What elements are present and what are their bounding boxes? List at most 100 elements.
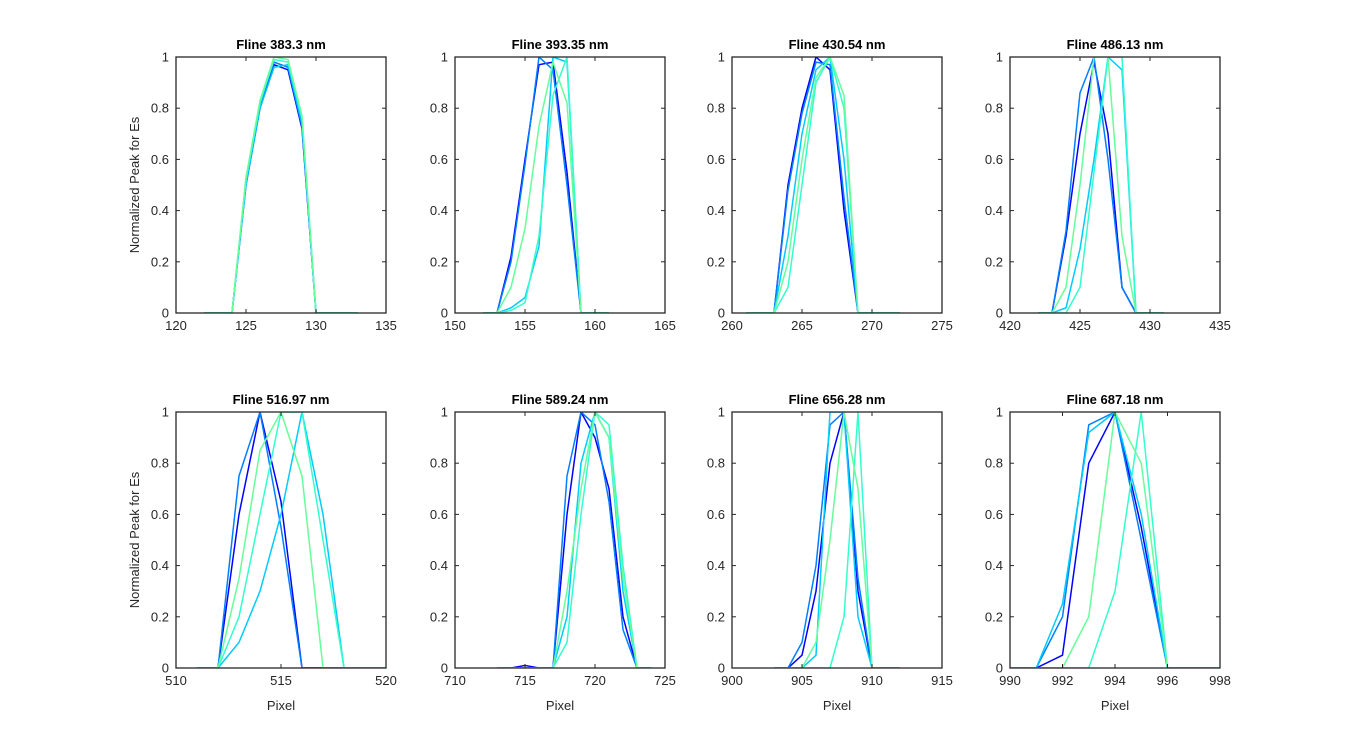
y-tick-label: 0.8 (151, 101, 169, 116)
y-tick-label: 0.4 (430, 558, 448, 573)
y-tick-label: 0.6 (151, 152, 169, 167)
subplot-title: Fline 383.3 nm (236, 37, 326, 52)
y-tick-label: 0 (718, 306, 725, 321)
series-line-5 (497, 412, 651, 668)
y-tick-label: 0.4 (707, 203, 725, 218)
y-tick-label: 1 (718, 405, 725, 420)
series-line-4 (1038, 57, 1164, 313)
y-tick-label: 0.2 (707, 254, 725, 269)
series-line-5 (746, 57, 900, 313)
y-tick-label: 0.6 (985, 152, 1003, 167)
series-line-5 (774, 412, 900, 668)
y-tick-label: 0.2 (151, 609, 169, 624)
series-line-3 (774, 412, 900, 668)
x-tick-label: 150 (444, 318, 466, 333)
y-tick-label: 0 (996, 661, 1003, 676)
y-tick-label: 0.8 (151, 456, 169, 471)
subplot-6: 710 715 720 725 0 0.2 0.4 0.6 0.8 1 Fline 589.24 n… (430, 392, 676, 713)
x-tick-label: 520 (375, 673, 397, 688)
axes-box (1009, 411, 1221, 669)
series-line-1 (483, 61, 609, 313)
series-group (197, 412, 386, 668)
series-line-4 (197, 412, 386, 668)
x-tick-label: 515 (270, 673, 292, 688)
y-tick-label: 0.4 (430, 203, 448, 218)
x-tick-label: 265 (791, 318, 813, 333)
x-tick-label: 420 (999, 318, 1021, 333)
x-tick-label: 430 (1139, 318, 1161, 333)
series-line-1 (746, 57, 900, 313)
y-tick-label: 0.2 (985, 609, 1003, 624)
series-line-2 (774, 412, 900, 668)
x-tick-label: 910 (861, 673, 883, 688)
series-line-3 (746, 57, 900, 313)
x-tick-label: 435 (1209, 318, 1231, 333)
x-tick-label: 125 (235, 318, 257, 333)
x-tick-label: 165 (654, 318, 676, 333)
axes-box (1009, 56, 1221, 314)
series-line-3 (197, 412, 386, 668)
axes-box (454, 56, 666, 314)
y-tick-label: 1 (162, 405, 169, 420)
y-tick-label: 0.4 (707, 558, 725, 573)
y-tick-label: 0.4 (985, 203, 1003, 218)
x-tick-label: 992 (1052, 673, 1074, 688)
x-tick-label: 260 (721, 318, 743, 333)
y-tick-label: 0.2 (430, 609, 448, 624)
subplot-title: Fline 589.24 nm (512, 392, 609, 407)
series-line-2 (1010, 412, 1220, 668)
x-tick-label: 905 (791, 673, 813, 688)
y-tick-label: 0 (441, 661, 448, 676)
y-tick-label: 1 (718, 50, 725, 65)
y-tick-label: 0 (996, 306, 1003, 321)
x-tick-label: 715 (514, 673, 536, 688)
y-tick-label: 0.2 (707, 609, 725, 624)
x-tick-label: 120 (165, 318, 187, 333)
y-tick-label: 1 (441, 405, 448, 420)
y-tick-label: 0.6 (707, 152, 725, 167)
series-group (1010, 412, 1220, 668)
series-line-5 (204, 57, 358, 313)
series-group (483, 57, 609, 313)
series-line-3 (1010, 412, 1220, 668)
axes-box (731, 411, 943, 669)
x-tick-label: 990 (999, 673, 1021, 688)
y-tick-label: 0 (441, 306, 448, 321)
x-axis-label: Pixel (1101, 698, 1129, 713)
y-tick-label: 0.8 (985, 101, 1003, 116)
subplot-3: 260 265 270 275 0 0.2 0.4 0.6 0.8 1 Fline 430.54 n… (707, 37, 953, 333)
x-tick-label: 998 (1209, 673, 1231, 688)
y-tick-label: 1 (996, 50, 1003, 65)
series-line-3 (204, 63, 358, 313)
y-axis-label: Normalized Peak for Es (127, 116, 142, 253)
y-tick-label: 0.8 (985, 456, 1003, 471)
series-line-4 (746, 57, 900, 313)
series-line-1 (204, 63, 358, 313)
x-tick-label: 155 (514, 318, 536, 333)
series-line-4 (497, 412, 651, 668)
y-tick-label: 0.6 (430, 507, 448, 522)
x-tick-label: 160 (584, 318, 606, 333)
axes-box (175, 411, 387, 669)
subplot-title: Fline 516.97 nm (233, 392, 330, 407)
y-tick-label: 0.8 (707, 456, 725, 471)
series-line-5 (1010, 412, 1220, 668)
y-tick-label: 0.6 (151, 507, 169, 522)
x-tick-label: 725 (654, 673, 676, 688)
series-line-2 (197, 412, 386, 668)
subplot-title: Fline 656.28 nm (789, 392, 886, 407)
y-tick-label: 0.8 (707, 101, 725, 116)
x-axis-label: Pixel (267, 698, 295, 713)
series-group (204, 57, 358, 313)
series-line-1 (497, 412, 651, 668)
subplot-2: 150 155 160 165 0 0.2 0.4 0.6 0.8 1 Fline 393.35 n… (430, 37, 676, 333)
axes-box (454, 411, 666, 669)
subplot-title: Fline 486.13 nm (1067, 37, 1164, 52)
series-line-1 (1038, 61, 1164, 313)
series-line-2 (746, 61, 900, 313)
subplot-4: 420 425 430 435 0 0.2 0.4 0.6 0.8 1 Fline 486.13 n… (985, 37, 1231, 333)
y-tick-label: 0.2 (151, 254, 169, 269)
x-axis-label: Pixel (546, 698, 574, 713)
series-line-5 (197, 412, 386, 668)
